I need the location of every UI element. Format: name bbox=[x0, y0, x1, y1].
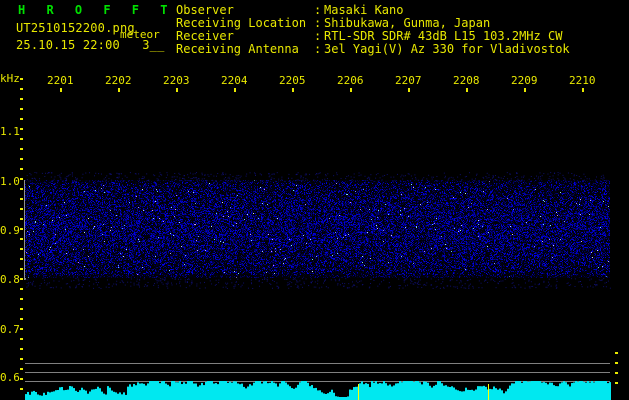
page-title: H R O F F T bbox=[18, 3, 175, 17]
metadata-key: Receiver bbox=[176, 29, 234, 43]
metadata-row: Observer: Masaki Kano bbox=[176, 4, 570, 17]
metadata-row: Receiving Antenna:3el Yagi(V) Az 330 for… bbox=[176, 43, 570, 56]
x-tick-label: 2202 bbox=[105, 74, 132, 87]
metadata-separator: : bbox=[314, 29, 322, 43]
metadata-value: Masaki Kano bbox=[324, 3, 404, 17]
y-tick-label: 1.0 bbox=[0, 175, 20, 188]
metadata-key: Observer bbox=[176, 3, 234, 17]
metadata-block: Observer: Masaki Kano Receiving Location: S… bbox=[176, 4, 570, 56]
y-tick-label: 1.1 bbox=[0, 125, 20, 138]
x-tick-label: 2204 bbox=[221, 74, 248, 87]
spectrogram-canvas bbox=[0, 68, 629, 400]
x-tick-label: 2205 bbox=[279, 74, 306, 87]
filename-label: UT2510152200.png bbox=[16, 21, 135, 35]
x-tick-label: 2207 bbox=[395, 74, 422, 87]
metadata-separator: : bbox=[314, 3, 322, 17]
metadata-value: RTL-SDR SDR# 43dB L15 103.2MHz CW bbox=[324, 29, 563, 43]
y-tick-label: 0.9 bbox=[0, 224, 20, 237]
x-tick-label: 2209 bbox=[511, 74, 538, 87]
y-tick-label: 0.6 bbox=[0, 371, 20, 384]
y-tick-label: 0.8 bbox=[0, 273, 20, 286]
y-tick-label: 0.7 bbox=[0, 323, 20, 336]
x-tick-label: 2203 bbox=[163, 74, 190, 87]
spectrogram-plot bbox=[0, 68, 629, 400]
x-tick-label: 2210 bbox=[569, 74, 596, 87]
metadata-key: Receiving Location bbox=[176, 16, 307, 30]
y-axis-unit-label: kHz bbox=[0, 72, 20, 85]
timestamp-label: 25.10.15 22:00 3__ bbox=[16, 38, 165, 52]
mode-label: meteor bbox=[120, 28, 160, 41]
x-tick-label: 2208 bbox=[453, 74, 480, 87]
metadata-separator: : bbox=[314, 42, 322, 56]
metadata-row: Receiver: RTL-SDR SDR# 43dB L15 103.2MHz … bbox=[176, 30, 570, 43]
metadata-key: Receiving Antenna bbox=[176, 42, 299, 56]
metadata-row: Receiving Location: Shibukawa, Gunma, Jap… bbox=[176, 17, 570, 30]
x-tick-label: 2206 bbox=[337, 74, 364, 87]
metadata-value: 3el Yagi(V) Az 330 for Vladivostok bbox=[324, 42, 570, 56]
metadata-value: Shibukawa, Gunma, Japan bbox=[324, 16, 491, 30]
x-tick-label: 2201 bbox=[47, 74, 74, 87]
metadata-separator: : bbox=[314, 16, 322, 30]
